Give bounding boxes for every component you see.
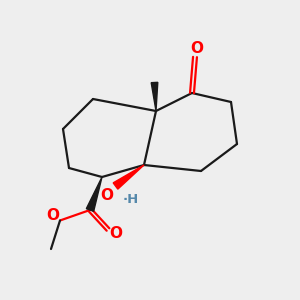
Text: O: O <box>46 208 59 224</box>
Polygon shape <box>86 177 102 211</box>
Polygon shape <box>113 165 144 189</box>
Text: O: O <box>100 188 114 202</box>
Text: ·H: ·H <box>122 193 139 206</box>
Polygon shape <box>151 82 158 111</box>
Text: O: O <box>190 41 203 56</box>
Text: O: O <box>109 226 122 242</box>
